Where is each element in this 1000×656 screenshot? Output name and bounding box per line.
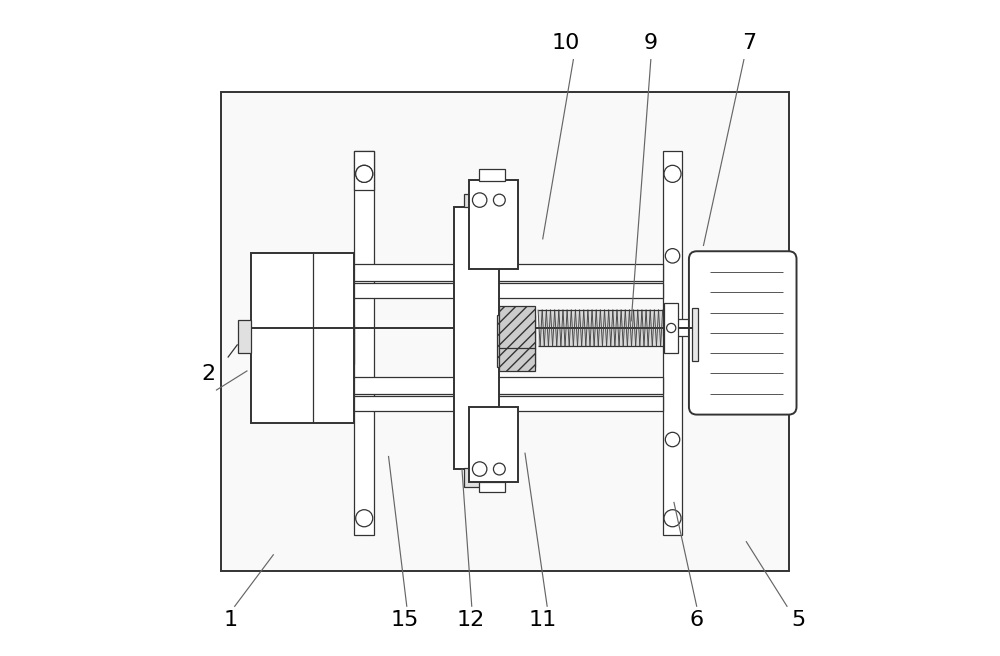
Bar: [499, 306, 535, 349]
Bar: [538, 310, 663, 346]
Text: 12: 12: [456, 610, 485, 630]
Circle shape: [472, 462, 487, 476]
Bar: [464, 194, 489, 207]
Bar: [354, 377, 663, 394]
Circle shape: [493, 194, 505, 206]
Bar: [469, 180, 518, 269]
Circle shape: [493, 463, 505, 475]
Bar: [479, 482, 505, 492]
Circle shape: [664, 510, 681, 527]
Text: 10: 10: [551, 33, 580, 52]
Bar: [499, 348, 535, 371]
Bar: [354, 283, 663, 298]
Text: 2: 2: [201, 364, 215, 384]
Bar: [221, 92, 789, 571]
Bar: [341, 325, 354, 364]
Text: 11: 11: [529, 610, 557, 630]
Bar: [464, 468, 489, 487]
Text: 5: 5: [791, 610, 806, 630]
Circle shape: [665, 432, 680, 447]
Circle shape: [664, 165, 681, 182]
Bar: [454, 207, 499, 469]
Bar: [238, 320, 251, 353]
Text: 7: 7: [742, 33, 756, 52]
Bar: [354, 151, 374, 190]
Circle shape: [667, 323, 676, 333]
Bar: [354, 396, 663, 411]
Circle shape: [356, 165, 373, 182]
Bar: [479, 169, 505, 181]
Text: 1: 1: [224, 610, 238, 630]
Bar: [354, 151, 374, 535]
Text: 9: 9: [644, 33, 658, 52]
Bar: [251, 253, 354, 423]
Circle shape: [356, 510, 373, 527]
Bar: [692, 308, 698, 361]
Bar: [469, 407, 518, 482]
Bar: [663, 319, 697, 336]
Text: 6: 6: [690, 610, 704, 630]
Bar: [663, 151, 682, 535]
Circle shape: [665, 249, 680, 263]
Text: 15: 15: [391, 610, 419, 630]
Bar: [497, 315, 535, 367]
Circle shape: [472, 193, 487, 207]
Bar: [664, 303, 678, 353]
Bar: [354, 264, 663, 281]
Circle shape: [356, 165, 373, 182]
FancyBboxPatch shape: [689, 251, 797, 415]
